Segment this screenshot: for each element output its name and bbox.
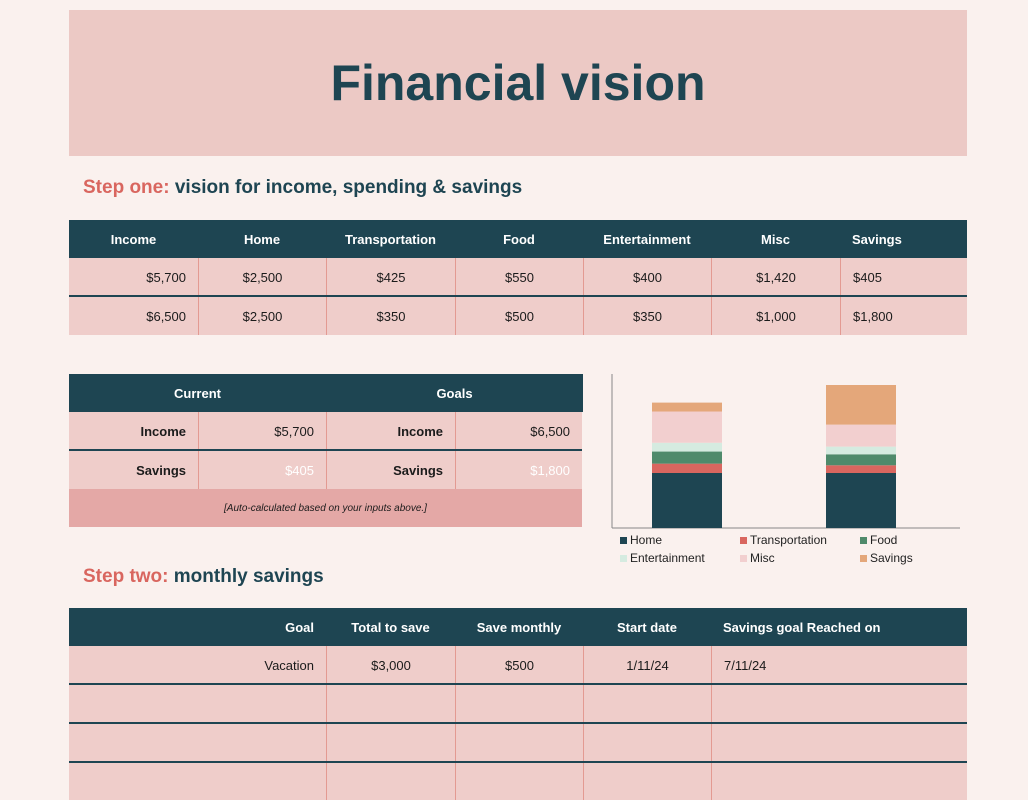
table-cell: $1,000 (711, 297, 840, 335)
bar-segment (826, 446, 896, 455)
table-cell: 7/11/24 (711, 646, 967, 684)
empty-cell (583, 724, 711, 762)
step-heading: Step one: vision for income, spending & … (83, 177, 522, 199)
table-cell: $1,800 (840, 297, 967, 335)
table-cell: $2,500 (198, 297, 326, 335)
empty-cell (455, 685, 583, 723)
legend-label: Entertainment (630, 551, 705, 565)
summary-value: $5,700 (198, 412, 326, 450)
bar-segment (652, 473, 722, 528)
table-cell: $2,500 (198, 258, 326, 296)
note: [Auto-calculated based on your inputs ab… (69, 489, 582, 527)
step-label: Step two: (83, 566, 169, 587)
bar-segment (826, 465, 896, 473)
column-header: Income (69, 220, 198, 258)
summary-value: $405 (198, 451, 326, 489)
table-cell: $350 (583, 297, 711, 335)
bar-segment (826, 424, 896, 447)
table-cell: $400 (583, 258, 711, 296)
row-divider (69, 295, 967, 297)
column-header: Savings (840, 220, 967, 258)
bar-segment (826, 454, 896, 466)
title-band: Financial vision (69, 10, 967, 156)
column-header: Savings goal Reached on (711, 608, 967, 646)
table-cell: $405 (840, 258, 967, 296)
row-label: Income (326, 412, 455, 450)
bar-segment (652, 451, 722, 464)
row-label: Savings (326, 451, 455, 489)
empty-cell (455, 724, 583, 762)
table-cell: $350 (326, 297, 455, 335)
empty-cell (326, 763, 455, 800)
column-header: Total to save (326, 608, 455, 646)
table-cell: $3,000 (326, 646, 455, 684)
row-label: Income (69, 412, 198, 450)
group-header: Current (69, 374, 326, 412)
legend-swatch (860, 537, 867, 544)
empty-cell (583, 685, 711, 723)
legend-label: Misc (750, 551, 775, 565)
empty-cell (583, 763, 711, 800)
table-cell: $6,500 (69, 297, 198, 335)
bar-segment (652, 411, 722, 443)
table-cell: Vacation (69, 646, 326, 684)
empty-cell (711, 685, 967, 723)
column-header: Entertainment (583, 220, 711, 258)
group-header: Goals (326, 374, 583, 412)
legend-label: Transportation (750, 533, 827, 547)
bar-segment (652, 402, 722, 412)
column-header: Home (198, 220, 326, 258)
table-cell: $500 (455, 646, 583, 684)
column-header: Start date (583, 608, 711, 646)
legend-swatch (740, 555, 747, 562)
step-heading: Step two: monthly savings (83, 566, 324, 588)
empty-cell (69, 724, 326, 762)
legend-label: Home (630, 533, 662, 547)
bar-segment (826, 385, 896, 425)
summary-value: $6,500 (455, 412, 582, 450)
column-header: Misc (711, 220, 840, 258)
empty-cell (326, 685, 455, 723)
row-divider (69, 449, 582, 451)
column-header: Save monthly (455, 608, 583, 646)
table-cell: 1/11/24 (583, 646, 711, 684)
table-cell: $425 (326, 258, 455, 296)
legend-swatch (620, 537, 627, 544)
step-text: vision for income, spending & savings (174, 177, 523, 198)
table-cell: $5,700 (69, 258, 198, 296)
table-cell: $550 (455, 258, 583, 296)
legend-swatch (620, 555, 627, 562)
summary-value: $1,800 (455, 451, 582, 489)
empty-cell (69, 763, 326, 800)
page-title: Financial vision (330, 55, 706, 111)
chart: Home Transportation Food Entertainment Misc S… (611, 374, 960, 565)
column-header: Goal (69, 608, 326, 646)
legend-swatch (860, 555, 867, 562)
row-divider (69, 761, 967, 763)
empty-cell (69, 685, 326, 723)
bar-segment (652, 442, 722, 452)
row-divider (69, 683, 967, 685)
column-header: Transportation (326, 220, 455, 258)
bar-segment (652, 463, 722, 473)
column-header: Food (455, 220, 583, 258)
legend-swatch (740, 537, 747, 544)
step-label: Step one: (83, 177, 170, 198)
row-divider (69, 722, 967, 724)
legend-label: Food (870, 533, 897, 547)
bar-segment (826, 473, 896, 528)
legend-label: Savings (870, 551, 913, 565)
empty-cell (711, 763, 967, 800)
empty-cell (455, 763, 583, 800)
empty-cell (711, 724, 967, 762)
step-text: monthly savings (173, 566, 324, 587)
table-cell: $1,420 (711, 258, 840, 296)
row-label: Savings (69, 451, 198, 489)
empty-cell (326, 724, 455, 762)
table-cell: $500 (455, 297, 583, 335)
